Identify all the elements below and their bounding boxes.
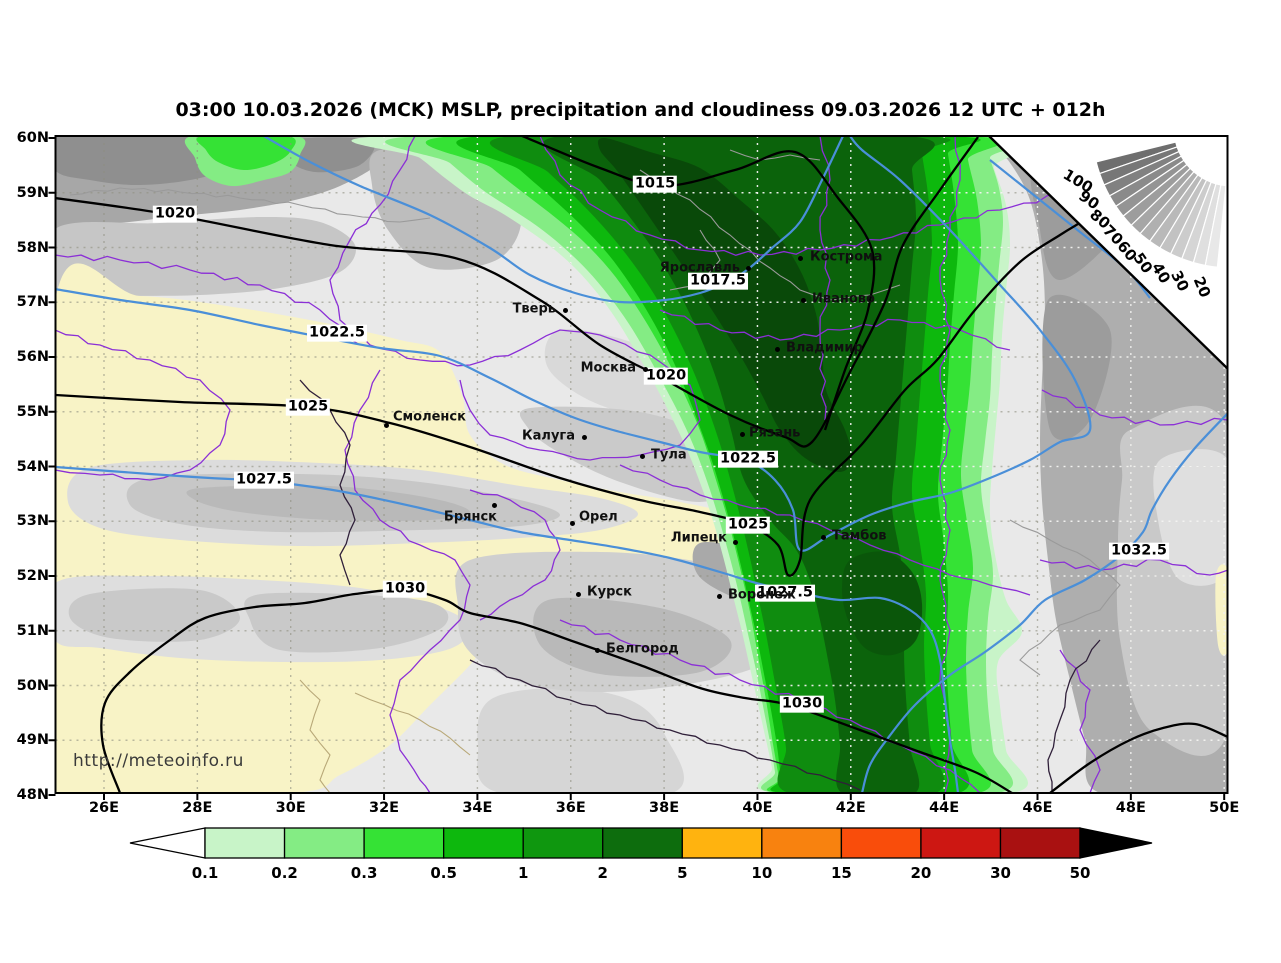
region-border: [469, 489, 561, 621]
cloud-blob: [1153, 449, 1228, 586]
river: [299, 679, 331, 793]
axes-ticks: [48, 135, 1229, 800]
isobar-main: [55, 136, 979, 448]
isobar-intermediate: [55, 136, 1092, 552]
cloud-blob: [244, 592, 449, 653]
isobar-main: [519, 136, 876, 431]
region-border: [819, 136, 831, 421]
cloud-blob: [68, 588, 240, 642]
region-border: [1041, 389, 1228, 426]
river: [69, 187, 431, 223]
isobar-intermediate: [55, 465, 960, 793]
legend-segment: [920, 827, 1002, 859]
isobar-main: [100, 588, 1013, 793]
isobar-main: [55, 223, 1079, 577]
region-border: [329, 136, 701, 461]
region-border: [619, 464, 1031, 596]
region-border: [539, 136, 1061, 256]
cloudiness-scale-fan: [987, 136, 1228, 370]
legend-arrow-right: [1079, 827, 1153, 859]
legend-segment: [999, 827, 1081, 859]
precip-blob-core: [196, 136, 296, 171]
region-borders: [55, 136, 1228, 793]
region-border: [55, 329, 231, 481]
legend-segment: [283, 827, 365, 859]
isobar-main: [1049, 722, 1228, 793]
legend-segment: [204, 827, 286, 859]
map-layers: [55, 136, 1228, 793]
legend-segment: [363, 827, 445, 859]
map-border: [54, 135, 1229, 794]
river: [669, 229, 721, 291]
corner-cut-line: [987, 136, 1228, 370]
legend-segment: [761, 827, 843, 859]
country-border: [1047, 639, 1101, 793]
precipitation-layer: [184, 136, 1032, 793]
cloud-blob: [55, 216, 356, 303]
river: [354, 692, 471, 756]
cloud-blob: [186, 485, 471, 521]
region-border: [559, 619, 981, 793]
legend-segment: [681, 827, 763, 859]
cloud-blob: [533, 597, 732, 677]
isobar-intermediate: [860, 412, 1228, 793]
cloud-blob: [1042, 294, 1112, 441]
legend-segment: [522, 827, 604, 859]
legend-colorbar: [129, 827, 1153, 859]
region-border: [1039, 558, 1228, 576]
legend-segment: [442, 827, 524, 859]
river: [1009, 519, 1121, 676]
region-border: [659, 309, 1011, 351]
map-content: [55, 136, 1228, 793]
clear-sky-sliver: [1215, 564, 1228, 656]
legend-segment: [840, 827, 922, 859]
region-border: [344, 369, 471, 793]
region-border: [939, 136, 961, 793]
country-border: [469, 659, 861, 791]
legend-arrow-left: [129, 827, 206, 859]
isobar-intermediate: [261, 136, 844, 304]
precip-5-core: [597, 137, 853, 473]
region-border: [55, 254, 361, 346]
fan-segment: [1204, 184, 1227, 268]
isobars-main: [55, 136, 1228, 793]
map-title: 03:00 10.03.2026 (MCK) MSLP, precipitati…: [175, 99, 1106, 121]
legend-segment: [602, 827, 683, 859]
precip-2-south: [841, 551, 923, 656]
